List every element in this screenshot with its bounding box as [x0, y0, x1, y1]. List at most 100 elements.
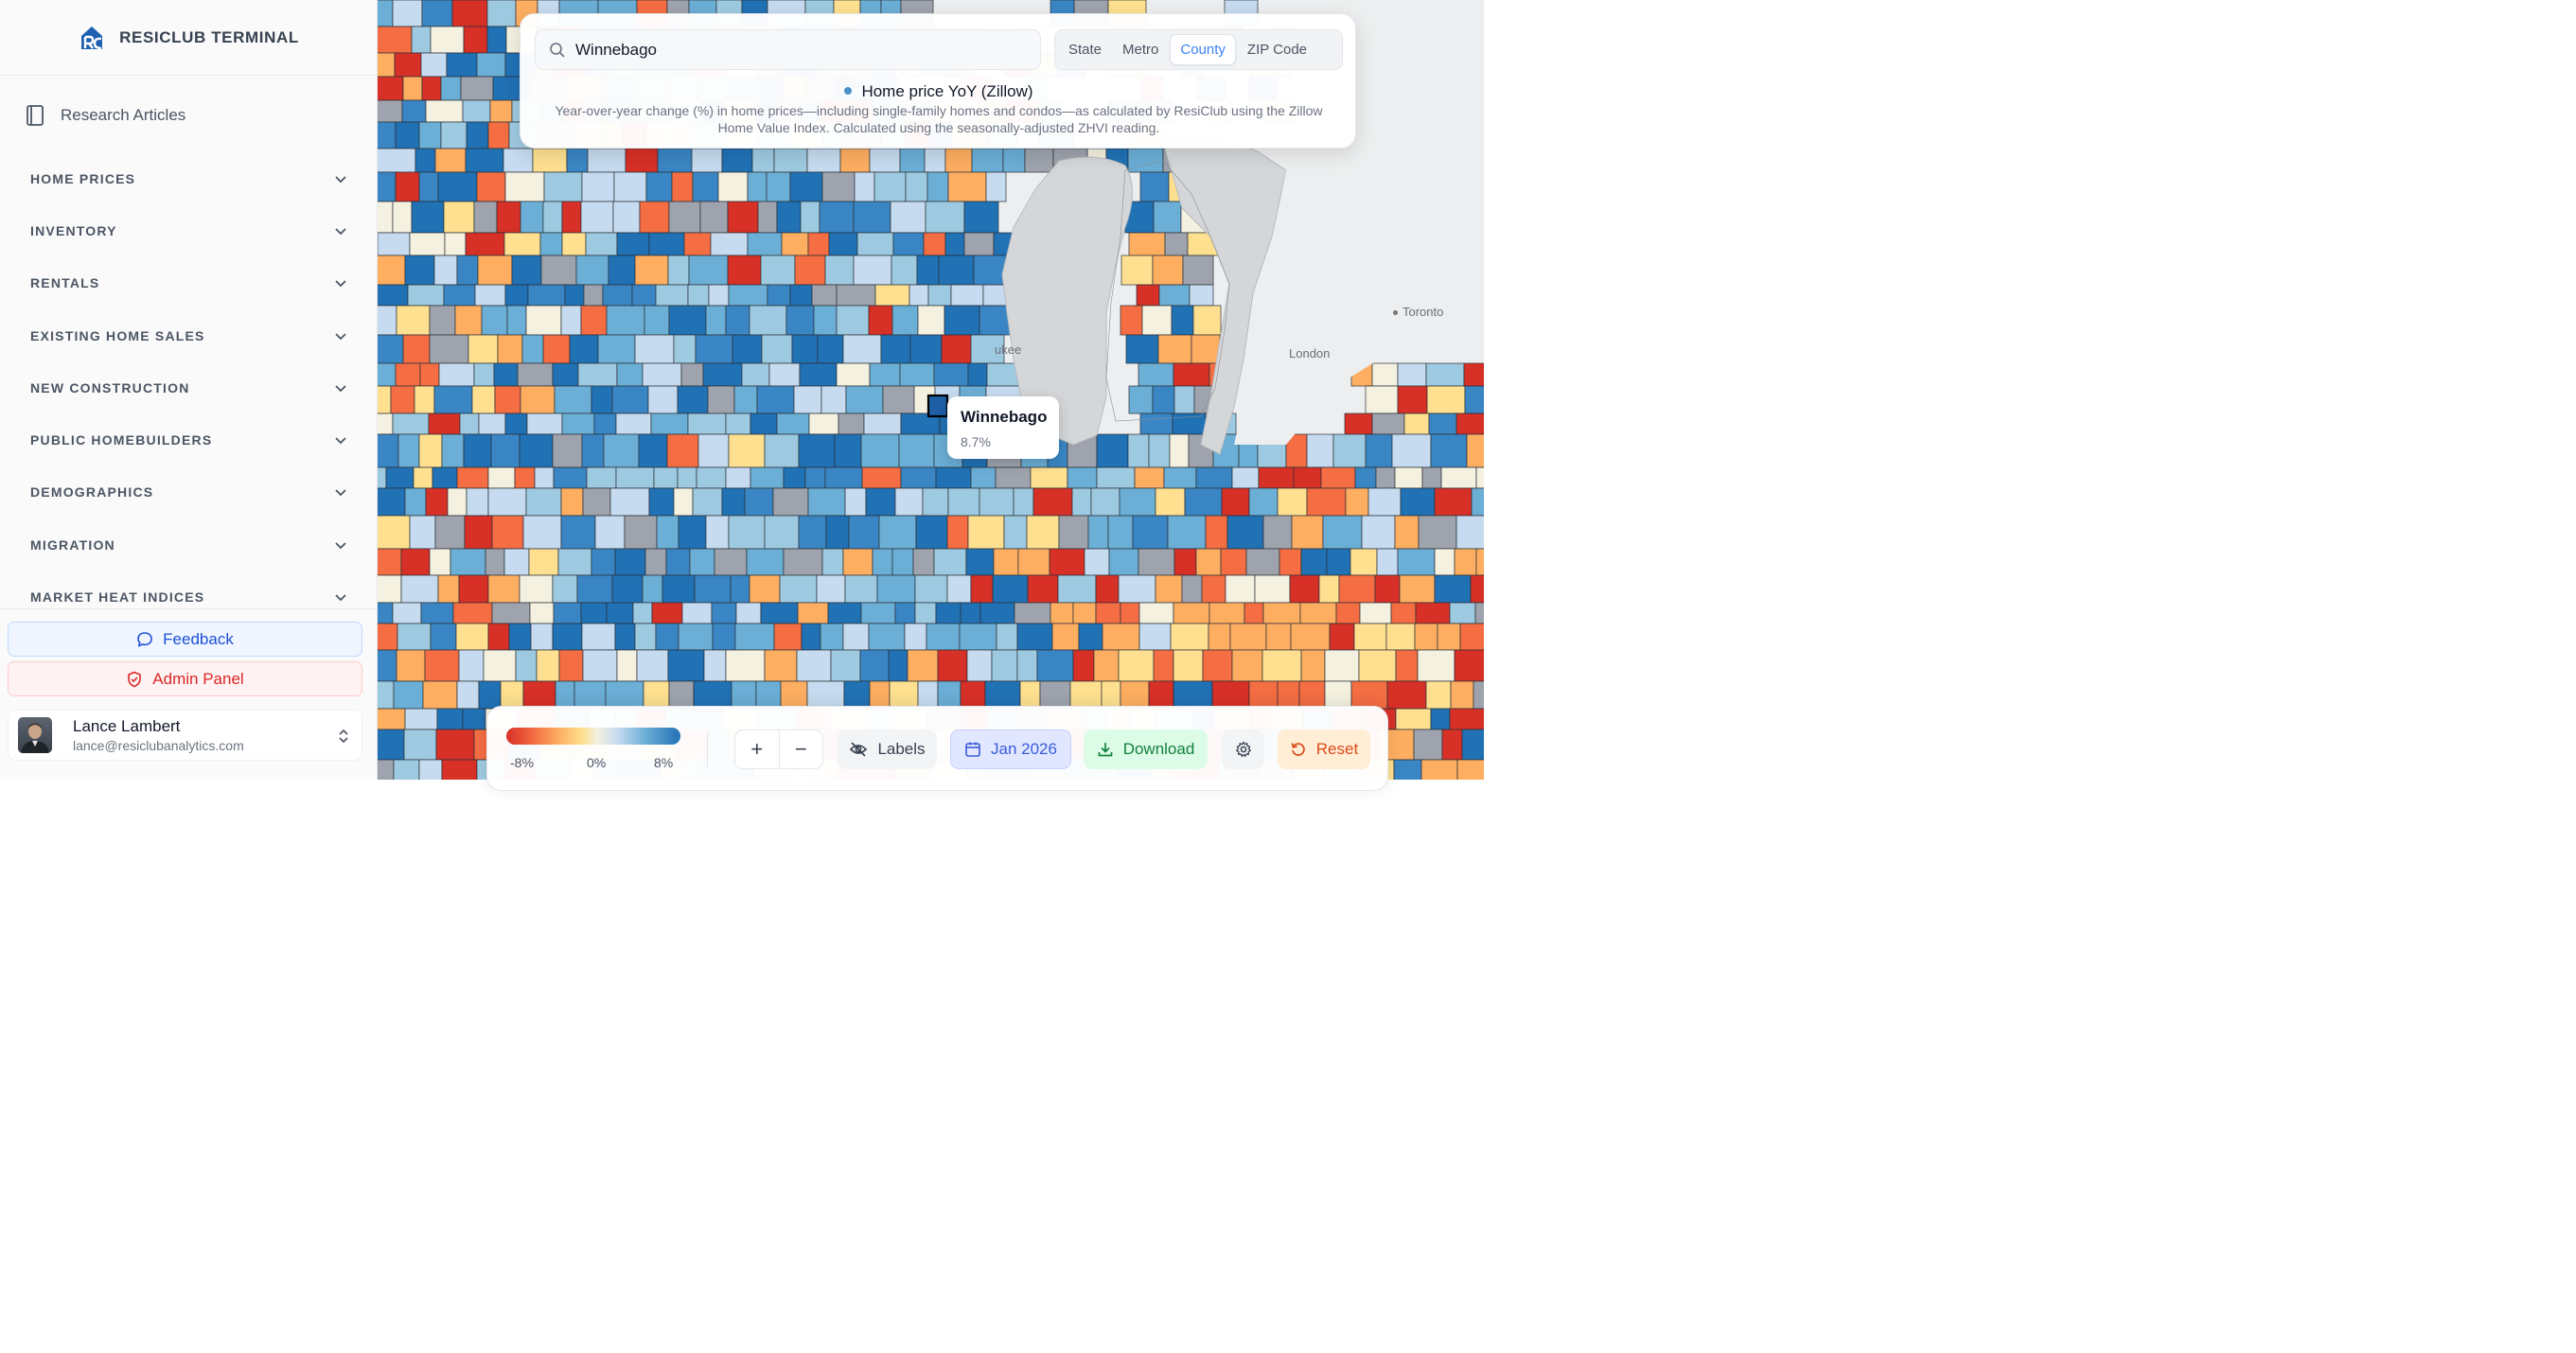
county-polygon[interactable] [891, 548, 914, 576]
county-polygon[interactable] [876, 574, 916, 604]
county-polygon[interactable] [409, 515, 436, 550]
county-polygon[interactable] [916, 255, 940, 286]
county-polygon[interactable] [465, 232, 505, 256]
county-polygon[interactable] [797, 602, 829, 624]
county-polygon[interactable] [582, 649, 618, 682]
geo-level-zip-code[interactable]: ZIP Code [1246, 42, 1307, 58]
county-polygon[interactable] [668, 305, 707, 336]
county-polygon[interactable] [1329, 623, 1355, 651]
county-polygon[interactable] [808, 413, 839, 435]
county-polygon[interactable] [441, 759, 478, 780]
county-polygon[interactable] [1158, 284, 1191, 307]
county-polygon[interactable] [868, 623, 906, 651]
county-polygon[interactable] [1324, 680, 1352, 710]
county-polygon[interactable] [725, 466, 751, 489]
county-polygon[interactable] [1262, 649, 1302, 682]
county-polygon[interactable] [614, 623, 636, 651]
county-polygon[interactable] [1338, 574, 1376, 604]
county-polygon[interactable] [402, 334, 431, 364]
county-polygon[interactable] [751, 148, 775, 173]
county-polygon[interactable] [839, 148, 871, 173]
county-polygon[interactable] [520, 201, 544, 234]
county-polygon[interactable] [1139, 171, 1170, 202]
county-polygon[interactable] [1016, 623, 1053, 651]
county-polygon[interactable] [1101, 680, 1121, 710]
county-polygon[interactable] [721, 148, 753, 173]
county-polygon[interactable] [1225, 574, 1256, 604]
county-polygon[interactable] [776, 413, 810, 435]
county-polygon[interactable] [385, 466, 415, 489]
county-polygon[interactable] [947, 171, 987, 202]
county-polygon[interactable] [506, 305, 527, 336]
county-polygon[interactable] [378, 515, 411, 550]
county-polygon[interactable] [694, 574, 732, 604]
county-polygon[interactable] [1173, 649, 1204, 682]
county-polygon[interactable] [1226, 515, 1264, 550]
county-polygon[interactable] [1475, 466, 1484, 489]
county-polygon[interactable] [1125, 334, 1159, 364]
county-polygon[interactable] [581, 623, 616, 651]
county-polygon[interactable] [1095, 602, 1121, 624]
county-polygon[interactable] [421, 0, 453, 27]
county-polygon[interactable] [1414, 623, 1438, 651]
county-polygon[interactable] [806, 680, 845, 710]
county-polygon[interactable] [695, 334, 733, 364]
county-polygon[interactable] [1248, 487, 1279, 517]
county-polygon[interactable] [1173, 362, 1210, 387]
county-polygon[interactable] [889, 680, 919, 710]
county-polygon[interactable] [1163, 466, 1197, 489]
county-polygon[interactable] [749, 305, 787, 336]
county-polygon[interactable] [1300, 548, 1328, 576]
county-polygon[interactable] [935, 602, 962, 624]
county-polygon[interactable] [1132, 515, 1169, 550]
county-polygon[interactable] [1394, 466, 1423, 489]
county-polygon[interactable] [825, 515, 850, 550]
county-polygon[interactable] [1138, 548, 1175, 576]
county-polygon[interactable] [702, 362, 743, 387]
county-polygon[interactable] [542, 201, 563, 234]
county-polygon[interactable] [401, 99, 427, 123]
county-polygon[interactable] [1013, 487, 1034, 517]
county-polygon[interactable] [612, 201, 641, 234]
county-polygon[interactable] [1413, 729, 1443, 761]
county-polygon[interactable] [1248, 680, 1279, 710]
county-polygon[interactable] [894, 487, 924, 517]
county-polygon[interactable] [733, 385, 758, 414]
county-polygon[interactable] [880, 334, 911, 364]
county-polygon[interactable] [1386, 680, 1427, 710]
county-polygon[interactable] [1421, 466, 1442, 489]
county-polygon[interactable] [430, 623, 457, 651]
county-polygon[interactable] [418, 171, 439, 202]
county-polygon[interactable] [615, 466, 655, 489]
county-polygon[interactable] [907, 649, 939, 682]
county-polygon[interactable] [937, 680, 962, 710]
county-polygon[interactable] [1170, 623, 1209, 651]
county-polygon[interactable] [519, 574, 554, 604]
county-polygon[interactable] [692, 171, 719, 202]
county-polygon[interactable] [779, 574, 818, 604]
county-polygon[interactable] [634, 623, 657, 651]
county-polygon[interactable] [1299, 602, 1337, 624]
county-polygon[interactable] [378, 305, 397, 336]
county-polygon[interactable] [521, 334, 544, 364]
county-polygon[interactable] [747, 171, 768, 202]
county-polygon[interactable] [888, 649, 909, 682]
county-polygon[interactable] [534, 466, 555, 489]
county-polygon[interactable] [634, 334, 675, 364]
county-polygon[interactable] [673, 334, 697, 364]
county-polygon[interactable] [1262, 602, 1301, 624]
county-polygon[interactable] [727, 255, 762, 286]
county-polygon[interactable] [532, 148, 568, 173]
county-polygon[interactable] [744, 487, 774, 517]
county-polygon[interactable] [844, 487, 867, 517]
county-polygon[interactable] [560, 305, 582, 336]
county-polygon[interactable] [1016, 649, 1038, 682]
county-polygon[interactable] [821, 548, 844, 576]
county-polygon[interactable] [725, 413, 751, 435]
county-polygon[interactable] [1426, 385, 1466, 414]
county-polygon[interactable] [830, 649, 861, 682]
county-polygon[interactable] [420, 52, 448, 78]
county-polygon[interactable] [689, 548, 715, 576]
county-polygon[interactable] [1258, 466, 1295, 489]
county-polygon[interactable] [476, 52, 506, 78]
